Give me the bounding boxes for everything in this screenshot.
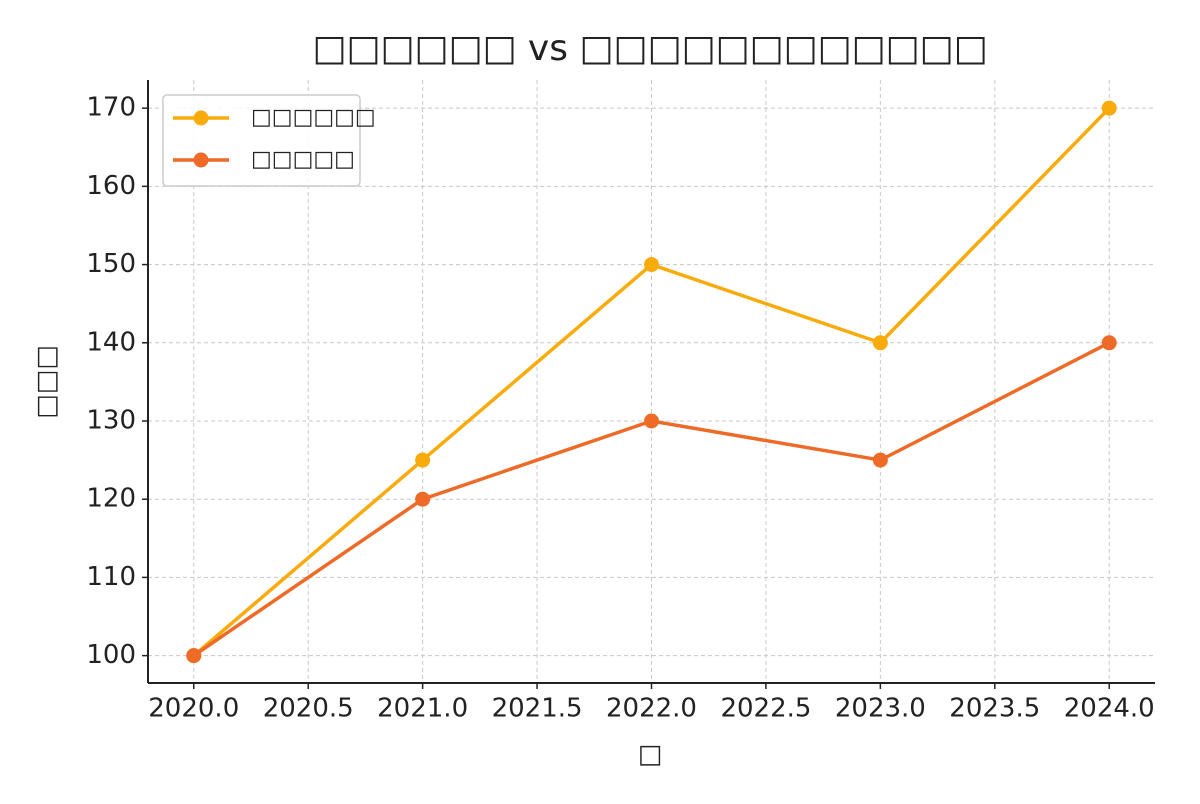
x-tick-label: 2021.5	[492, 694, 583, 724]
y-tick-label: 120	[86, 484, 136, 514]
data-point	[872, 335, 888, 351]
y-tick-label: 140	[86, 327, 136, 357]
x-tick-label: 2022.5	[720, 694, 811, 724]
legend-marker	[193, 152, 209, 168]
x-tick-label: 2023.0	[835, 694, 926, 724]
data-point	[644, 257, 659, 273]
y-tick-label: 100	[86, 640, 136, 670]
x-tick-label: 2020.0	[148, 694, 239, 724]
data-point	[644, 413, 659, 429]
chart-title: □□□□□□ vs □□□□□□□□□□□□	[312, 28, 987, 69]
data-point	[872, 452, 888, 468]
y-tick-label: 130	[86, 405, 136, 435]
legend-label: □□□□□□	[251, 105, 376, 130]
y-tick-label: 110	[86, 562, 136, 592]
x-tick-label: 2024.0	[1064, 694, 1155, 724]
data-point	[1101, 335, 1117, 351]
legend-marker	[193, 110, 209, 126]
x-tick-label: 2020.5	[263, 694, 354, 724]
x-axis-label: □	[638, 740, 663, 770]
x-tick-label: 2022.0	[606, 694, 697, 724]
x-tick-label: 2023.5	[949, 694, 1040, 724]
y-axis-label: □□□	[32, 345, 62, 419]
y-tick-label: 160	[86, 171, 136, 201]
data-point	[1101, 100, 1117, 116]
data-point	[186, 648, 202, 664]
x-tick-label: 2021.0	[377, 694, 468, 724]
data-point	[415, 452, 431, 468]
data-point	[415, 491, 431, 507]
legend-label: □□□□□	[251, 147, 355, 172]
y-tick-label: 170	[86, 93, 136, 123]
y-tick-label: 150	[86, 249, 136, 279]
